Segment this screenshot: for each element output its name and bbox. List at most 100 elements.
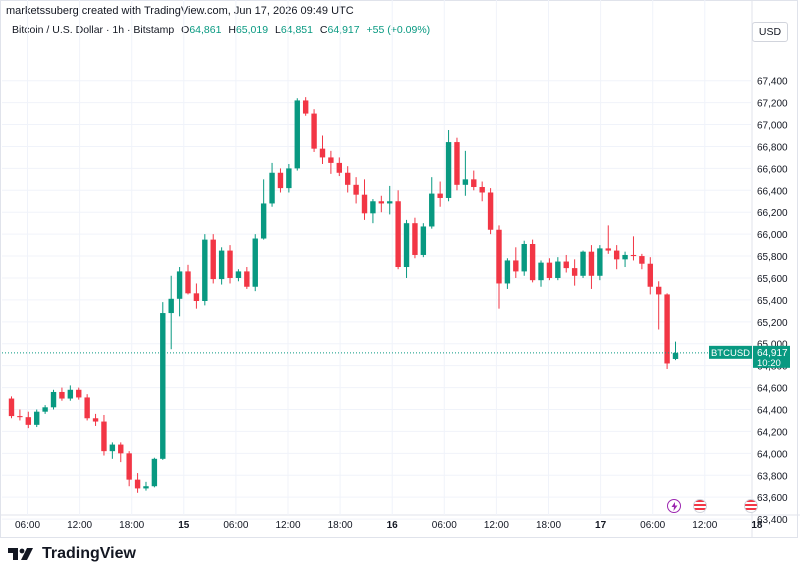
candle-body[interactable] — [412, 223, 418, 255]
candle-body[interactable] — [252, 238, 258, 287]
candle-body[interactable] — [639, 256, 645, 264]
candle-body[interactable] — [67, 389, 74, 399]
candle-body[interactable] — [454, 142, 460, 185]
candle-body[interactable] — [277, 172, 284, 189]
candle-body[interactable] — [622, 254, 628, 260]
candle-body[interactable] — [378, 201, 385, 204]
candle-body[interactable] — [479, 187, 485, 193]
candle-body[interactable] — [403, 223, 410, 268]
candle-body[interactable] — [546, 262, 553, 278]
lightning-icon[interactable] — [667, 499, 681, 513]
candle-body[interactable] — [588, 251, 595, 276]
candle-body[interactable] — [134, 479, 141, 489]
candle-body[interactable] — [580, 251, 586, 276]
candle-body[interactable] — [513, 260, 519, 272]
candle-body[interactable] — [605, 248, 611, 251]
y-tick-label: 65,400 — [757, 296, 788, 307]
candle-body[interactable] — [42, 407, 48, 412]
candle-body[interactable] — [151, 458, 158, 487]
candle-body[interactable] — [496, 229, 502, 284]
candle-body[interactable] — [59, 391, 65, 399]
price-chart[interactable]: 67,400 67,200 67,000 66,800 66,600 66,400 66,2… — [0, 0, 800, 540]
candle-body[interactable] — [370, 201, 376, 214]
symbol-tag — [709, 345, 752, 359]
x-tick-label: 18:00 — [536, 520, 561, 531]
candle-body[interactable] — [664, 294, 670, 364]
candle-body[interactable] — [311, 113, 317, 149]
candle-body[interactable] — [655, 286, 662, 295]
candle-body[interactable] — [126, 453, 132, 480]
symbol-tag-label: BTCUSD — [711, 348, 750, 359]
currency-button[interactable]: USD — [752, 22, 788, 42]
candle-body[interactable] — [168, 298, 174, 314]
candle-body[interactable] — [361, 194, 368, 214]
candle-body[interactable] — [260, 203, 267, 239]
y-tick-label: 66,800 — [757, 142, 788, 153]
candle-body[interactable] — [319, 148, 326, 158]
candle-body[interactable] — [471, 179, 477, 188]
candle-body[interactable] — [92, 418, 99, 422]
candle-body[interactable] — [672, 352, 679, 359]
candle-body[interactable] — [101, 421, 107, 452]
candle-body[interactable] — [336, 162, 342, 173]
candle-body[interactable] — [429, 193, 435, 227]
candle-body[interactable] — [269, 172, 275, 204]
candle-body[interactable] — [210, 239, 216, 280]
candle-body[interactable] — [613, 250, 620, 260]
candle-body[interactable] — [538, 262, 544, 281]
candle-body[interactable] — [227, 250, 233, 278]
candle-body[interactable] — [17, 416, 23, 418]
candle-body[interactable] — [118, 444, 124, 454]
y-tick-label: 63,800 — [757, 471, 788, 482]
candle-body[interactable] — [286, 168, 292, 189]
candle-body[interactable] — [345, 172, 351, 185]
x-tick-label: 06:00 — [15, 520, 40, 531]
x-tick-label: 18:00 — [328, 520, 353, 531]
candle-body[interactable] — [109, 444, 116, 452]
candle-body[interactable] — [630, 254, 637, 257]
candle-body[interactable] — [193, 293, 200, 301]
candle-body[interactable] — [143, 486, 149, 489]
candle-body[interactable] — [302, 100, 309, 114]
candle-body[interactable] — [563, 261, 569, 269]
close-label: C — [319, 24, 328, 36]
candle-body[interactable] — [437, 193, 443, 198]
candle-body[interactable] — [218, 250, 225, 280]
candle-body[interactable] — [353, 184, 359, 195]
x-tick-label: 17 — [595, 520, 607, 531]
candle-body[interactable] — [529, 244, 536, 281]
candle-body[interactable] — [202, 239, 208, 301]
candle-body[interactable] — [395, 201, 401, 268]
open-label: O — [181, 24, 190, 36]
candle-body[interactable] — [521, 244, 527, 272]
candle-body[interactable] — [462, 179, 469, 185]
candle-body[interactable] — [328, 157, 334, 163]
candle-body[interactable] — [647, 263, 653, 287]
candle-body[interactable] — [84, 397, 90, 419]
candle-body[interactable] — [487, 192, 494, 230]
candle-body[interactable] — [294, 100, 300, 169]
candle-body[interactable] — [235, 271, 242, 278]
symbol-title[interactable]: Bitcoin / U.S. Dollar · 1h · Bitstamp — [12, 24, 175, 36]
candle-body[interactable] — [504, 260, 511, 284]
candle-body[interactable] — [50, 391, 57, 408]
us-flag-icon[interactable] — [744, 499, 758, 513]
candle-body[interactable] — [244, 271, 250, 287]
candle-body[interactable] — [185, 271, 191, 294]
us-flag-icon[interactable] — [693, 499, 707, 513]
x-tick-label: 12:00 — [692, 520, 717, 531]
candle-body[interactable] — [25, 417, 32, 425]
attribution-text: marketssuberg created with TradingView.c… — [6, 5, 354, 17]
candle-body[interactable] — [160, 313, 166, 459]
candle-body[interactable] — [387, 201, 393, 204]
candle-body[interactable] — [571, 268, 578, 276]
candle-body[interactable] — [34, 411, 40, 425]
candle-body[interactable] — [597, 248, 603, 276]
candle-body[interactable] — [176, 271, 183, 299]
candle-body[interactable] — [445, 142, 452, 198]
y-tick-label: 64,000 — [757, 449, 788, 460]
candle-body[interactable] — [8, 398, 15, 417]
candle-body[interactable] — [76, 389, 82, 398]
candle-body[interactable] — [555, 261, 561, 278]
candle-body[interactable] — [420, 226, 427, 255]
